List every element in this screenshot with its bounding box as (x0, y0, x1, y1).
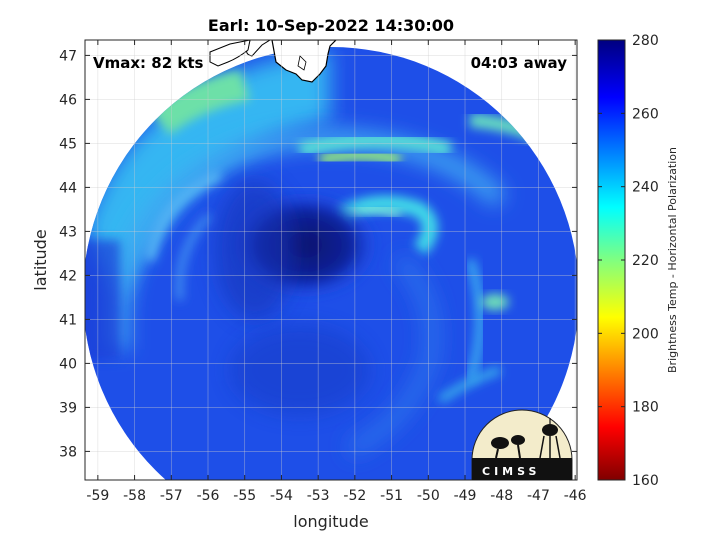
x-tick-label: -51 (380, 488, 403, 504)
vmax-label: Vmax: 82 kts (93, 54, 203, 72)
colorbar-tick-label: 260 (632, 106, 659, 122)
colorbar-tick-label: 180 (632, 400, 659, 416)
x-tick-label: -58 (123, 488, 146, 504)
y-tick-label: 39 (59, 400, 77, 416)
x-axis-label: longitude (293, 512, 368, 531)
cimss-logo: CIMSS (471, 409, 573, 481)
y-tick-label: 40 (59, 356, 77, 372)
x-tick-label: -54 (270, 488, 293, 504)
y-tick-label: 46 (59, 92, 77, 108)
y-tick-label: 45 (59, 136, 77, 152)
x-tick-label: -56 (197, 488, 220, 504)
x-tick-label: -48 (490, 488, 513, 504)
x-tick-label: -59 (86, 488, 109, 504)
x-tick-label: -50 (417, 488, 440, 504)
axes-frame (84, 39, 578, 481)
x-tick-label: -52 (343, 488, 366, 504)
y-axis-label: latitude (31, 229, 50, 290)
colorbar-tick-label: 160 (632, 473, 659, 489)
y-tick-label: 47 (59, 48, 77, 64)
colorbar-ticks: 280 260 240 220 200 180 160 (598, 33, 659, 489)
x-tick-label: -47 (527, 488, 550, 504)
colorbar-gradient (597, 39, 626, 481)
y-axis-ticks: 38 39 40 41 42 43 44 45 46 47 (59, 48, 577, 460)
time-away-label: 04:03 away (471, 54, 568, 72)
colorbar: 280 260 240 220 200 180 160 Brightness Temp - … (597, 33, 679, 489)
y-tick-label: 44 (59, 180, 77, 196)
x-tick-label: -57 (160, 488, 183, 504)
logo-text: CIMSS (482, 465, 540, 478)
x-tick-label: -53 (307, 488, 330, 504)
x-tick-label: -49 (454, 488, 477, 504)
brightness-temperature-swath (85, 40, 577, 480)
x-axis-ticks: -59 -58 -57 -56 -55 -54 -53 -52 -51 -50 -49 -48 -47-… (86, 40, 587, 504)
y-tick-label: 42 (59, 268, 77, 284)
colorbar-label: Brightness Temp - Horizontal Polarizatio… (666, 147, 679, 373)
colorbar-tick-label: 240 (632, 180, 659, 196)
y-tick-label: 43 (59, 224, 77, 240)
chart-title: Earl: 10-Sep-2022 14:30:00 (208, 16, 454, 35)
colorbar-tick-label: 220 (632, 253, 659, 269)
y-tick-label: 41 (59, 312, 77, 328)
colorbar-tick-label: 280 (632, 33, 659, 49)
x-tick-label: -55 (233, 488, 256, 504)
grid-lines (85, 40, 577, 480)
y-tick-label: 38 (59, 444, 77, 460)
colorbar-tick-label: 200 (632, 326, 659, 342)
x-tick-label: -46 (564, 488, 587, 504)
